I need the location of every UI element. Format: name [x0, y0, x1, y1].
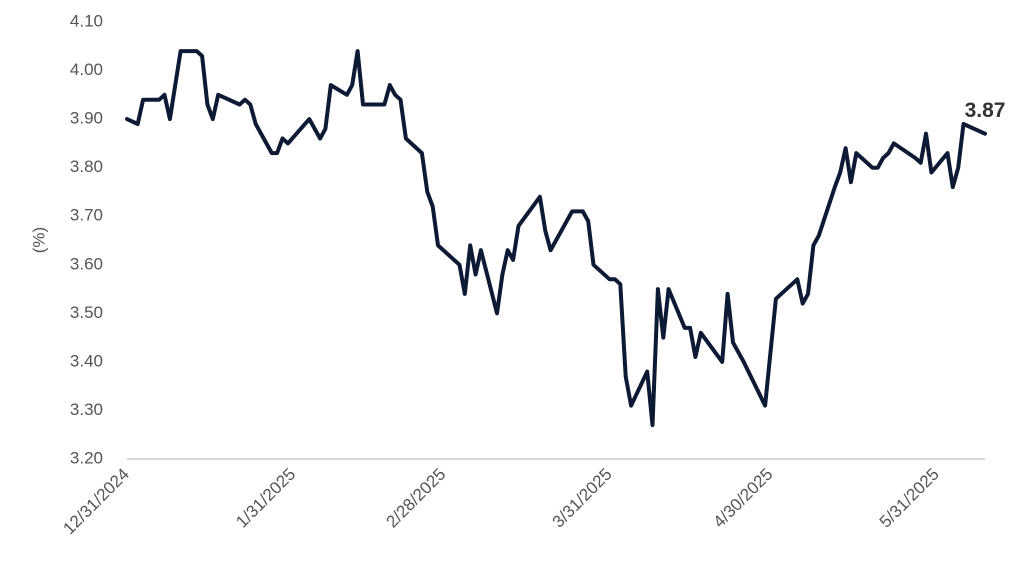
x-tick-label: 1/31/2025 — [232, 465, 299, 532]
x-tick-label: 2/28/2025 — [382, 465, 449, 532]
line — [125, 49, 987, 427]
y-tick-label: 3.80 — [70, 157, 103, 176]
x-tick-label: 5/31/2025 — [876, 465, 943, 532]
y-tick-label: 3.90 — [70, 109, 103, 128]
y-tick-label: 3.60 — [70, 254, 103, 273]
y-tick-label: 3.30 — [70, 400, 103, 419]
y-axis-label: (%) — [29, 227, 48, 253]
data-label: 3.87 — [965, 99, 1006, 122]
y-tick-label: 4.10 — [70, 11, 103, 30]
y-tick-label: 4.00 — [70, 60, 103, 79]
y-tick-label: 3.50 — [70, 303, 103, 322]
y-tick-label: 3.20 — [70, 448, 103, 467]
y-tick-label: 3.70 — [70, 206, 103, 225]
y-tick-label: 3.40 — [70, 351, 103, 370]
x-tick-label: 12/31/2024 — [59, 465, 133, 539]
x-tick-label: 4/30/2025 — [710, 465, 777, 532]
x-tick-label: 3/31/2025 — [549, 465, 616, 532]
